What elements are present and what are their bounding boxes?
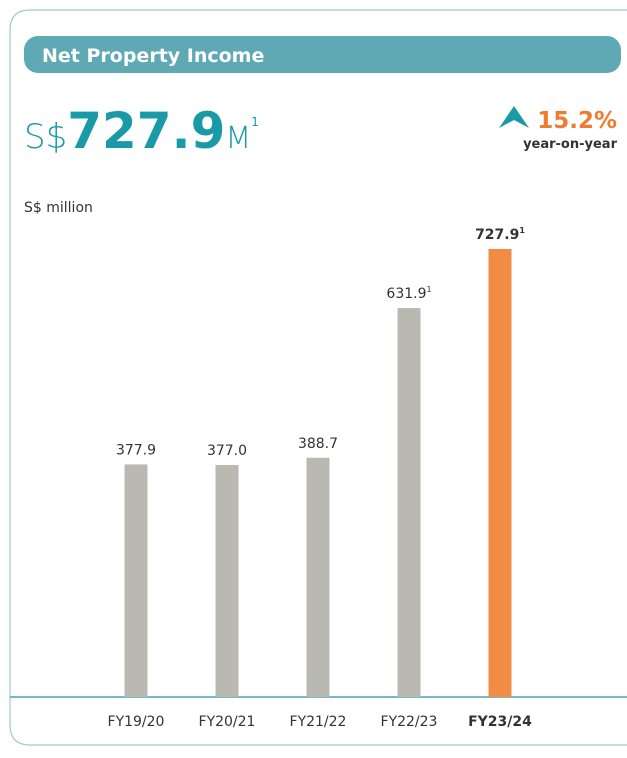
bar — [124, 464, 148, 697]
value-label-text: 727.9 — [475, 227, 519, 243]
up-arrow — [499, 106, 529, 128]
headline: S$727.9M1 — [24, 102, 259, 160]
x-tick-label: FY23/24 — [468, 714, 532, 730]
title: Net Property Income — [42, 45, 264, 67]
headline-prefix: S$ — [24, 117, 67, 157]
value-label: 631.91 — [386, 285, 431, 302]
change-label: year-on-year — [523, 137, 618, 152]
value-label-footnote: 1 — [519, 226, 525, 235]
title-bar — [24, 36, 621, 73]
value-label: 388.7 — [298, 436, 338, 452]
bar — [306, 457, 330, 697]
y-axis-label: S$ million — [24, 200, 93, 216]
change-value: 15.2% — [537, 108, 617, 134]
value-label-text: 388.7 — [298, 436, 338, 452]
bar — [397, 308, 421, 697]
bar — [215, 464, 239, 697]
x-tick-label: FY19/20 — [108, 714, 165, 730]
value-label: 377.0 — [207, 443, 247, 459]
x-tick-label: FY21/22 — [290, 714, 347, 730]
headline-value: 727.9 — [67, 102, 225, 160]
value-label-text: 377.9 — [116, 442, 156, 458]
headline-unit: M — [225, 121, 251, 156]
value-label: 377.9 — [116, 442, 156, 458]
value-label-text: 377.0 — [207, 443, 247, 459]
x-tick-label: FY20/21 — [199, 714, 256, 730]
value-label-footnote: 1 — [427, 285, 432, 294]
value-label: 727.91 — [475, 226, 525, 243]
x-tick-label: FY22/23 — [381, 714, 438, 730]
headline-footnote: 1 — [251, 115, 259, 129]
card-border — [9, 9, 627, 746]
bar — [488, 249, 512, 697]
value-label-text: 631.9 — [386, 286, 426, 302]
